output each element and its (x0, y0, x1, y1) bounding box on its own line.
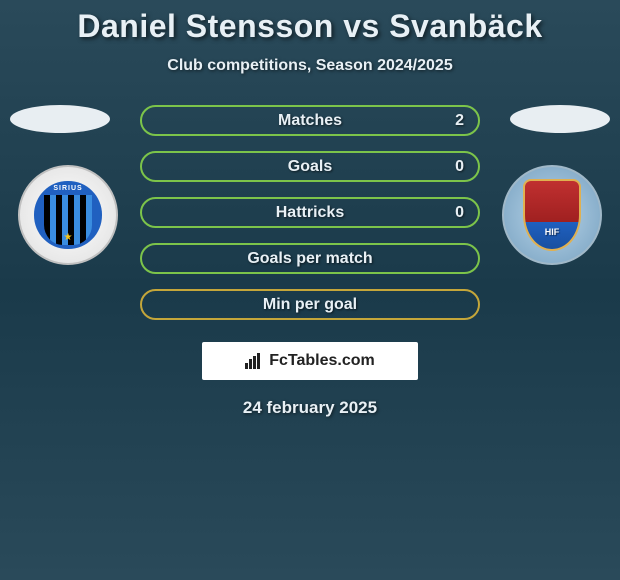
stats-area: SIRIUS 1907 ★ HIF Matches 2 Goals 0 (0, 105, 620, 418)
star-icon: ★ (64, 232, 73, 243)
stat-label: Matches (278, 112, 342, 130)
sirius-name: SIRIUS (53, 185, 82, 192)
stat-label: Goals (288, 158, 332, 176)
stat-row-mpg: Min per goal (140, 289, 480, 320)
subtitle: Club competitions, Season 2024/2025 (0, 57, 620, 75)
club-badge-left: SIRIUS 1907 ★ (18, 165, 118, 265)
attribution-box: FcTables.com (202, 342, 418, 380)
stat-row-goals: Goals 0 (140, 151, 480, 182)
stat-rows: Matches 2 Goals 0 Hattricks 0 Goals per … (140, 105, 480, 320)
sirius-badge: SIRIUS 1907 ★ (18, 165, 118, 265)
hif-name: HIF (545, 227, 560, 237)
stat-row-matches: Matches 2 (140, 105, 480, 136)
player-photo-right (510, 105, 610, 133)
sirius-inner: SIRIUS 1907 ★ (34, 181, 101, 248)
stat-label: Min per goal (263, 296, 357, 314)
bar-chart-icon (245, 353, 263, 369)
hif-badge: HIF (502, 165, 602, 265)
stat-value: 2 (455, 112, 464, 130)
attribution-text: FcTables.com (269, 352, 375, 370)
club-badge-right: HIF (502, 165, 602, 265)
player-photo-left (10, 105, 110, 133)
page-title: Daniel Stensson vs Svanbäck (0, 8, 620, 45)
stat-label: Hattricks (276, 204, 344, 222)
hif-shield: HIF (523, 179, 581, 251)
date-label: 24 february 2025 (0, 398, 620, 418)
stat-row-gpm: Goals per match (140, 243, 480, 274)
stat-value: 0 (455, 204, 464, 222)
stat-value: 0 (455, 158, 464, 176)
main-container: Daniel Stensson vs Svanbäck Club competi… (0, 0, 620, 418)
stat-label: Goals per match (247, 250, 372, 268)
stat-row-hattricks: Hattricks 0 (140, 197, 480, 228)
